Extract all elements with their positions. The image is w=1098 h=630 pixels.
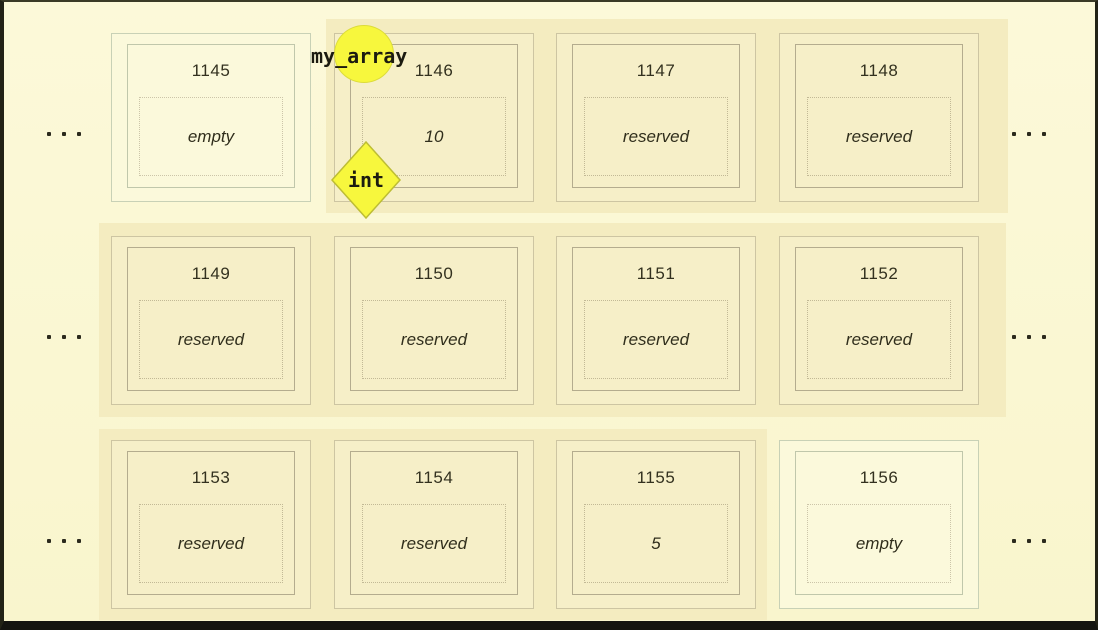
cell-value-box: reserved: [362, 504, 506, 583]
cell-frame: 1155 5: [572, 451, 740, 595]
cell-frame: 1149 reserved: [127, 247, 295, 391]
cell-value-box: reserved: [807, 97, 951, 176]
cell-address: 1153: [191, 468, 231, 487]
cell-value: reserved: [845, 329, 913, 349]
ellipsis-dots-left-row1: [47, 132, 81, 136]
array-name-label: my_array: [311, 44, 408, 68]
cell-frame: 1150 reserved: [350, 247, 518, 391]
cell-value: empty: [187, 126, 235, 146]
cell-address: 1151: [636, 264, 676, 283]
cell-value: empty: [855, 533, 903, 553]
memory-cell-1154: 1154 reserved: [334, 440, 534, 609]
cell-address: 1147: [636, 61, 676, 80]
cell-frame: 1154 reserved: [350, 451, 518, 595]
memory-cell-1152: 1152 reserved: [779, 236, 979, 405]
ellipsis-dots-right-row2: [1012, 335, 1046, 339]
cell-value-box: reserved: [584, 300, 728, 379]
cell-address: 1148: [859, 61, 899, 80]
cell-value-box: reserved: [139, 300, 283, 379]
cell-value: reserved: [622, 126, 690, 146]
ellipsis-dots-right-row3: [1012, 539, 1046, 543]
memory-cell-1147: 1147 reserved: [556, 33, 756, 202]
cell-value: reserved: [400, 329, 468, 349]
cell-value-box: 5: [584, 504, 728, 583]
ellipsis-dots-left-row2: [47, 335, 81, 339]
cell-address: 1152: [859, 264, 899, 283]
cell-address: 1155: [636, 468, 676, 487]
memory-cell-1153: 1153 reserved: [111, 440, 311, 609]
array-name-marker-circle: [334, 25, 394, 83]
cell-value: reserved: [845, 126, 913, 146]
cell-frame: 1153 reserved: [127, 451, 295, 595]
memory-cell-1155: 1155 5: [556, 440, 756, 609]
cell-value-box: reserved: [362, 300, 506, 379]
memory-cell-1150: 1150 reserved: [334, 236, 534, 405]
cell-address: 1156: [859, 468, 899, 487]
type-label: int: [347, 168, 385, 192]
cell-value-box: reserved: [584, 97, 728, 176]
cell-address: 1154: [414, 468, 454, 487]
cell-value: reserved: [622, 329, 690, 349]
cell-value-box: reserved: [139, 504, 283, 583]
cell-frame: 1151 reserved: [572, 247, 740, 391]
cell-frame: 1145 empty: [127, 44, 295, 188]
cell-address: 1149: [191, 264, 231, 283]
cell-value: reserved: [177, 533, 245, 553]
cell-frame: 1148 reserved: [795, 44, 963, 188]
cell-address: 1146: [414, 61, 454, 80]
cell-value: 5: [651, 533, 661, 553]
cell-frame: 1147 reserved: [572, 44, 740, 188]
cell-frame: 1156 empty: [795, 451, 963, 595]
cell-address: 1145: [191, 61, 231, 80]
ellipsis-dots-left-row3: [47, 539, 81, 543]
memory-cell-1149: 1149 reserved: [111, 236, 311, 405]
memory-cell-1156: 1156 empty: [779, 440, 979, 609]
memory-cell-1151: 1151 reserved: [556, 236, 756, 405]
cell-address: 1150: [414, 264, 454, 283]
cell-value: 10: [424, 126, 444, 146]
cell-value-box: reserved: [807, 300, 951, 379]
cell-value-box: empty: [807, 504, 951, 583]
ellipsis-dots-right-row1: [1012, 132, 1046, 136]
memory-cell-1148: 1148 reserved: [779, 33, 979, 202]
cell-value: reserved: [177, 329, 245, 349]
type-marker-diamond-icon: [331, 141, 401, 219]
cell-value-box: 10: [362, 97, 506, 176]
cell-value-box: empty: [139, 97, 283, 176]
cell-frame: 1146 10: [350, 44, 518, 188]
memory-cell-1145: 1145 empty: [111, 33, 311, 202]
cell-frame: 1152 reserved: [795, 247, 963, 391]
cell-value: reserved: [400, 533, 468, 553]
